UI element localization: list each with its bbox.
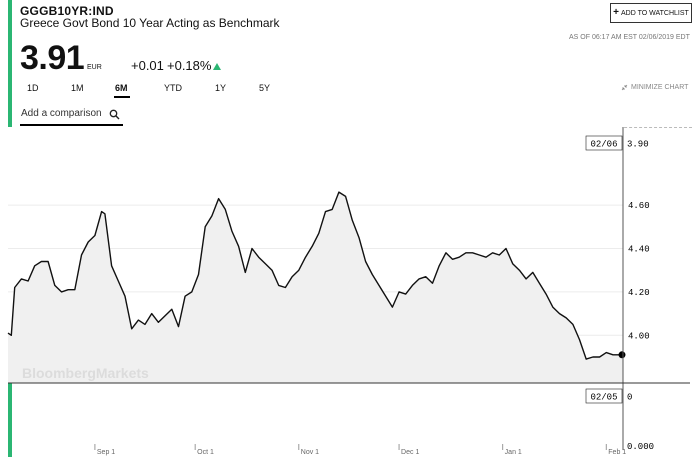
price-chart[interactable]: Sep 1 Oct 1 Nov 1 Dec 1 Jan 1 Feb 1 4.604.404… [0,127,700,457]
price-line [7,191,623,360]
volume-value-label: 0 [627,393,632,403]
last-price: 3.91 [20,39,85,77]
tab-ytd[interactable]: YTD [164,83,182,93]
x-tick-label: Oct 1 [197,449,214,456]
last-date-label: 02/06 [590,140,617,150]
x-tick-label: Sep 1 [97,449,115,456]
volume-date-box [585,388,623,404]
last-price-dot [618,351,626,359]
x-tick-label: Feb 1 [608,449,626,456]
y-tick-label: 4.40 [628,244,650,254]
bloomberg-watermark: BloombergMarkets [22,365,149,381]
add-to-watchlist-button[interactable]: + ADD TO WATCHLIST [610,3,692,23]
up-triangle-icon [213,63,221,70]
x-tick-label: Nov 1 [301,449,319,456]
tab-1m[interactable]: 1M [71,83,84,93]
ticker-symbol: GGGB10YR:IND [20,4,114,18]
y-tick-label: 4.20 [628,288,650,298]
comparison-search[interactable] [20,104,123,126]
x-axis: Sep 1 Oct 1 Nov 1 Dec 1 Jan 1 Feb 1 [94,444,626,456]
tab-1y[interactable]: 1Y [215,83,227,93]
tab-6m[interactable]: 6M [115,83,128,93]
comparison-input[interactable] [21,108,103,119]
minimize-chart-label: MINIMIZE CHART [631,84,689,91]
as-of-timestamp: AS OF 06:17 AM EST 02/06/2019 EDT [569,34,690,41]
price-change-percent: +0.18% [167,58,212,73]
volume-date-label: 02/05 [590,393,617,403]
search-icon[interactable] [109,109,120,120]
y-axis: 4.60 4.40 4.20 4.00 [628,201,650,341]
x-tick-label: Dec 1 [401,449,419,456]
security-name: Greece Govt Bond 10 Year Acting as Bench… [20,16,280,30]
watchlist-label: ADD TO WATCHLIST [621,9,689,17]
tab-5y[interactable]: 5Y [259,83,271,93]
currency-label: EUR [87,64,102,71]
price-area-fill [8,192,623,383]
minimize-chart-button[interactable]: MINIMIZE CHART [621,84,688,91]
last-date-box [585,135,623,151]
collapse-icon [621,84,628,91]
price-change: +0.01 [131,58,164,73]
tab-1d[interactable]: 1D [27,83,39,93]
y-tick-label: 4.60 [628,201,650,211]
last-value-label: 3.90 [627,140,649,150]
volume-axis-label: 0.000 [627,442,654,452]
x-tick-label: Jan 1 [505,449,522,456]
y-tick-label: 4.00 [628,331,650,341]
active-tab-indicator [114,96,130,98]
plus-icon: + [613,7,620,18]
